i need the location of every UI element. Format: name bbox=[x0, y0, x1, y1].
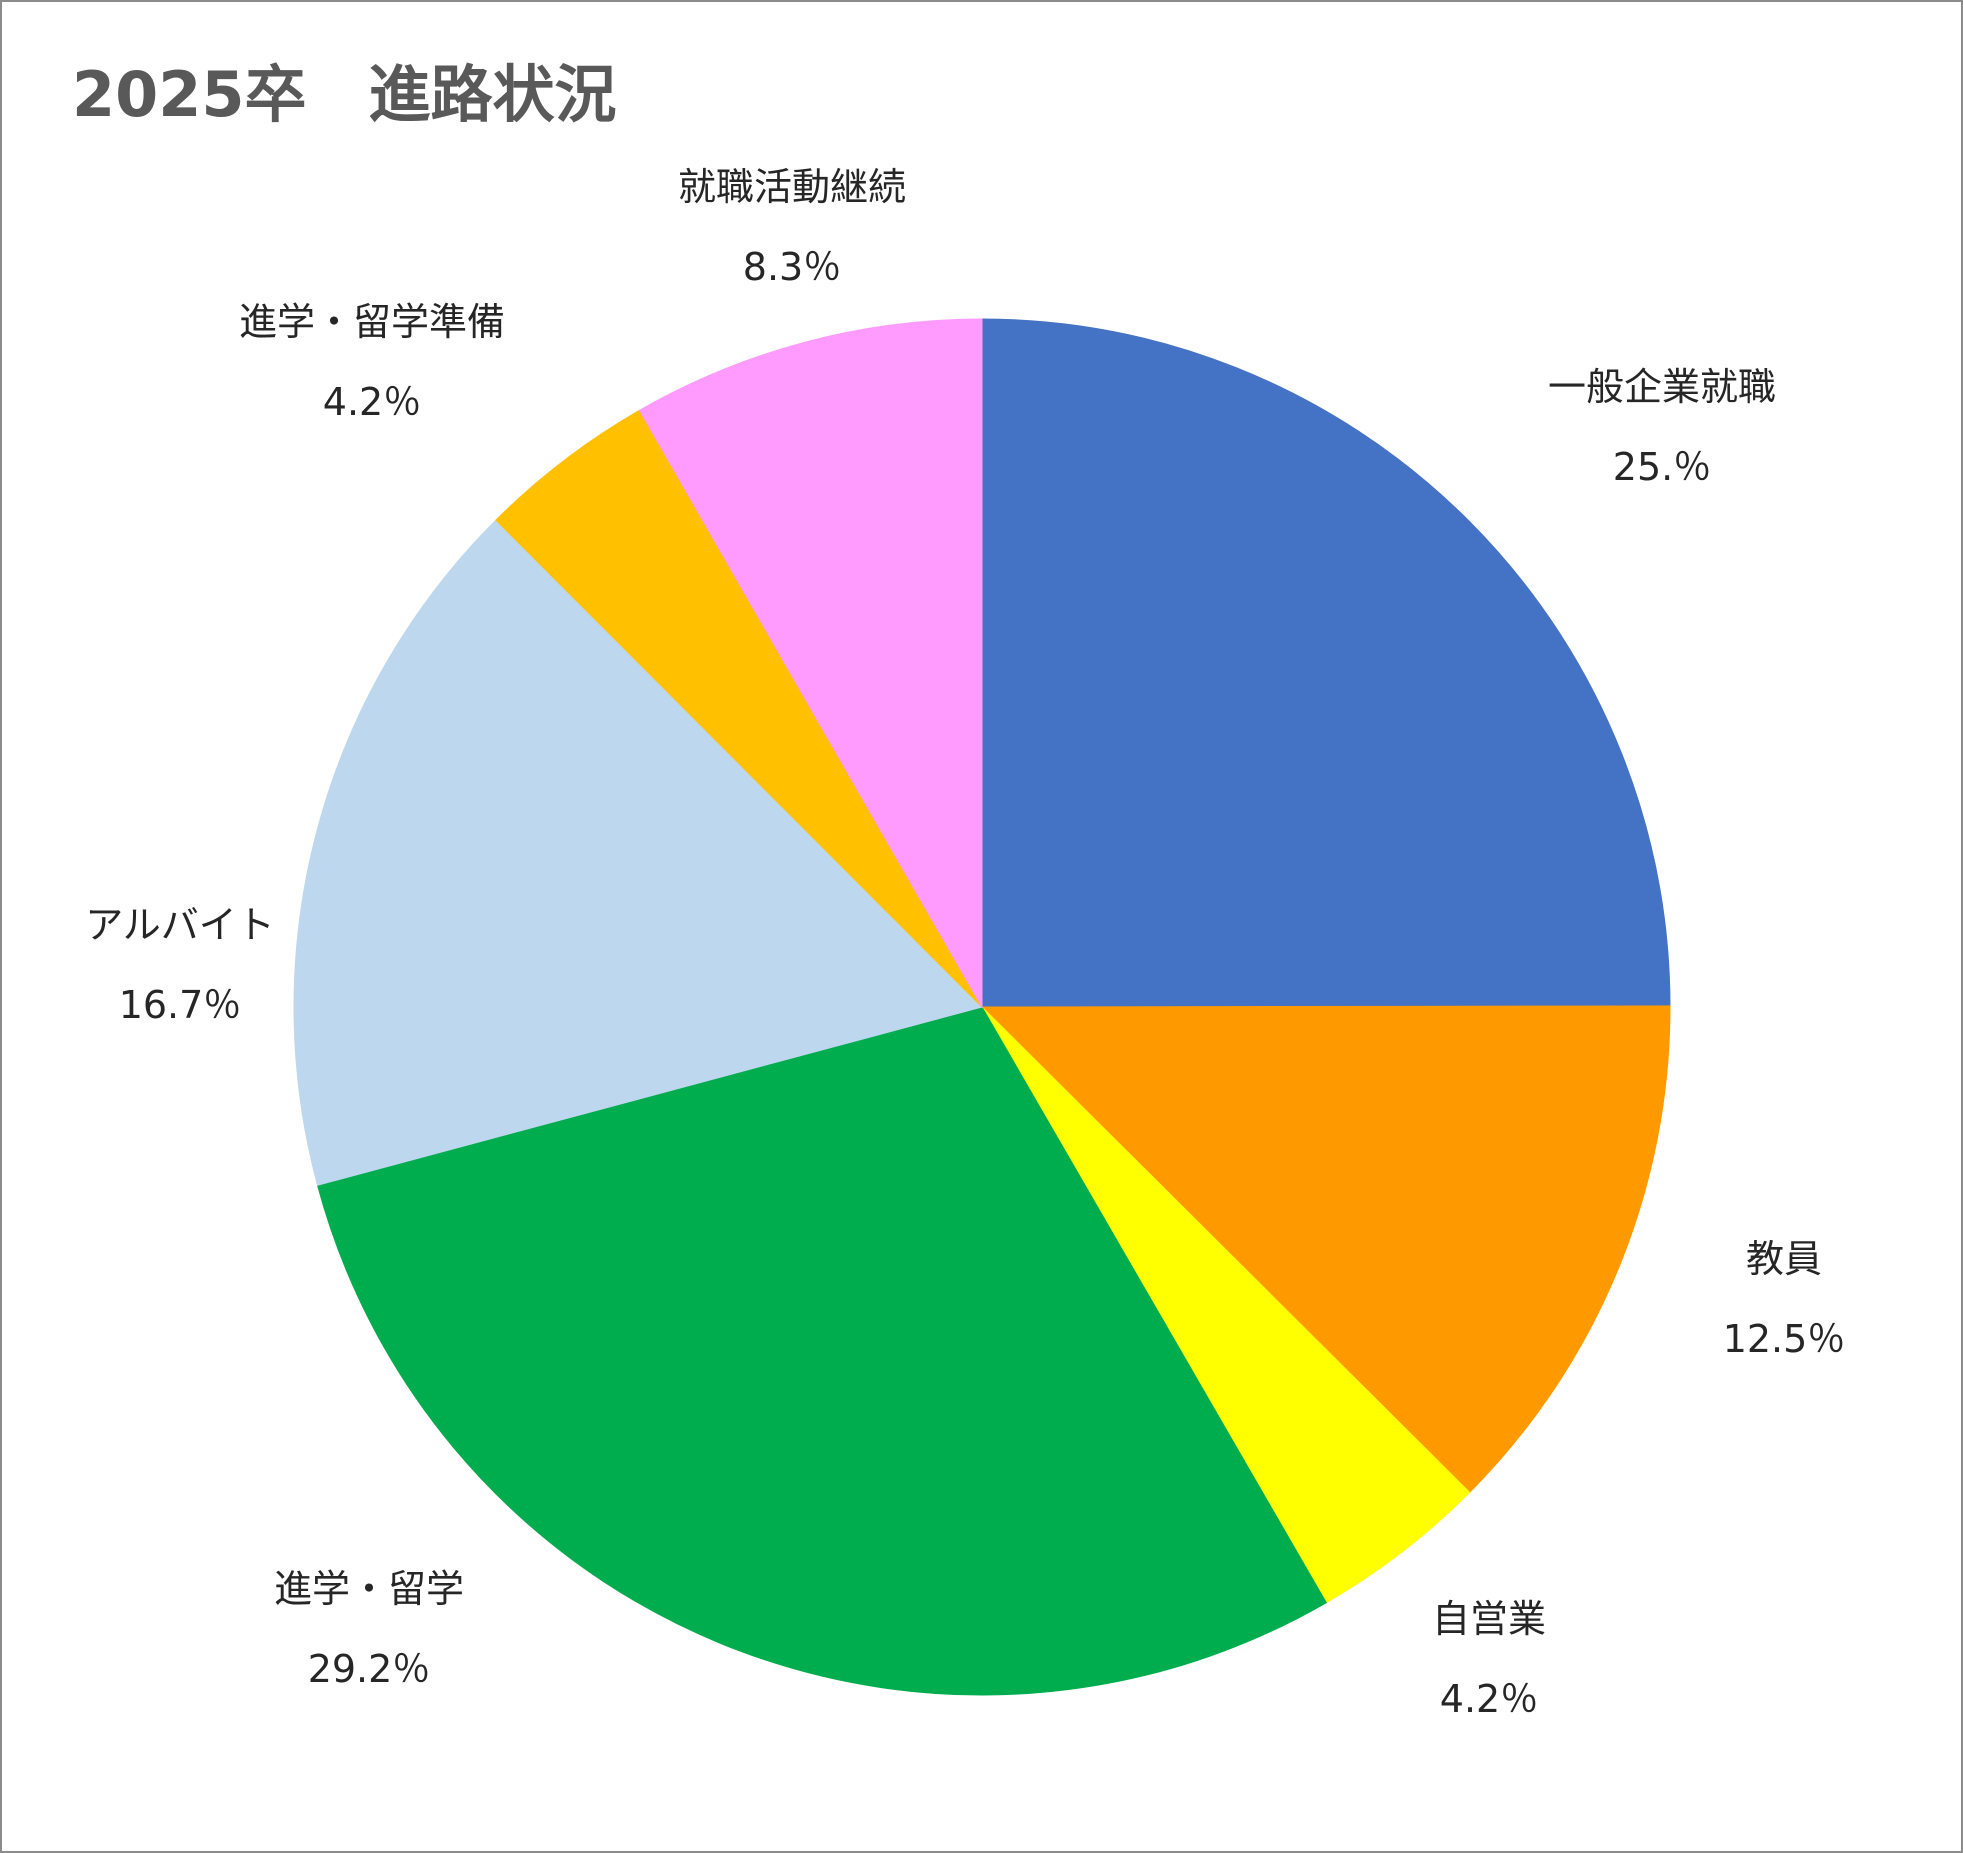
pie-slice-4 bbox=[316, 1006, 1327, 1696]
pie-slice-1 bbox=[981, 318, 1671, 1008]
slice-name-label-3: 自営業 bbox=[1432, 1597, 1546, 1641]
chart-title: 2025卒 進路状況 bbox=[72, 58, 617, 131]
slice-value-label-3: 4.2％ bbox=[1440, 1677, 1538, 1721]
slice-name-label-4: 進学・留学 bbox=[274, 1567, 464, 1611]
slice-name-label-1: 一般企業就職 bbox=[1548, 365, 1776, 409]
slice-value-label-5: 16.7％ bbox=[119, 983, 242, 1027]
slice-name-label-7: 就職活動継続 bbox=[678, 165, 906, 209]
pie-slice-3 bbox=[981, 1006, 1471, 1604]
pie-slice-2 bbox=[980, 1005, 1671, 1494]
slices-layer bbox=[293, 318, 1671, 1696]
pie-slice-7 bbox=[638, 318, 983, 1009]
slice-value-label-4: 29.2％ bbox=[308, 1647, 431, 1691]
slice-value-label-2: 12.5％ bbox=[1723, 1317, 1846, 1361]
pie-slice-6 bbox=[495, 409, 983, 1008]
labels-layer: 一般企業就職 25.％ 教員 12.5％ 自営業 4.2％ 進学・留学 29.2％ アルバイト 1… bbox=[85, 165, 1845, 1721]
slice-name-label-5: アルバイト bbox=[85, 903, 275, 947]
slice-name-label-2: 教員 bbox=[1746, 1237, 1822, 1281]
slice-value-label-1: 25.％ bbox=[1613, 445, 1711, 489]
slice-name-label-6: 進学・留学準備 bbox=[239, 300, 505, 344]
slice-value-label-6: 4.2％ bbox=[323, 380, 421, 424]
slice-value-label-7: 8.3％ bbox=[743, 245, 841, 289]
pie-slice-5 bbox=[293, 519, 983, 1186]
